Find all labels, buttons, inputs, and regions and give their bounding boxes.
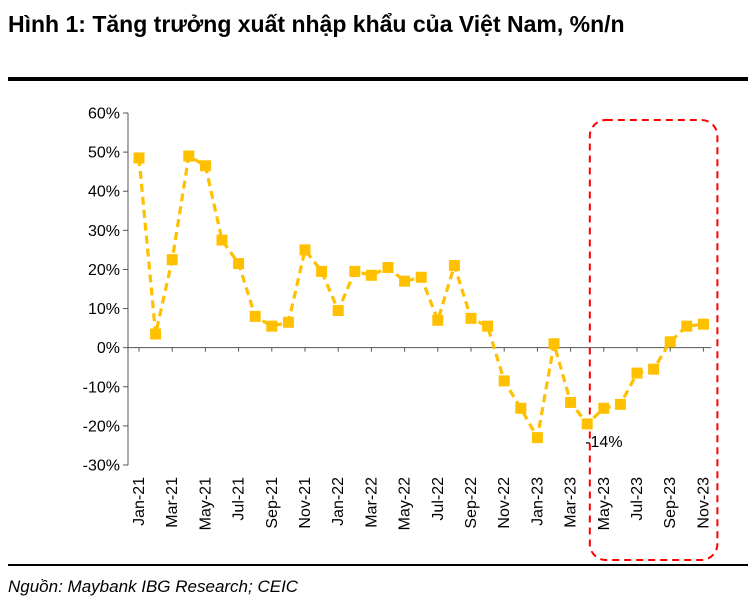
data-point: [365, 269, 377, 281]
x-tick-label: Sep-23: [662, 477, 679, 529]
x-tick-label: Jan-21: [131, 477, 148, 526]
data-point: [282, 316, 294, 328]
x-tick-label: Jan-23: [529, 477, 546, 526]
data-point: [199, 160, 211, 172]
annotation-label: -14%: [585, 434, 622, 451]
highlight-box: [588, 119, 719, 561]
data-point: [681, 320, 693, 332]
series-line: [137, 154, 704, 440]
x-tick-label: Sep-21: [264, 477, 281, 529]
y-tick-label: -30%: [83, 458, 120, 475]
x-tick-label: Nov-22: [496, 477, 513, 529]
chart-title: Hình 1: Tăng trưởng xuất nhập khẩu của V…: [8, 11, 625, 37]
data-point: [515, 402, 527, 414]
data-point: [614, 398, 626, 410]
x-tick-label: May-23: [596, 477, 613, 530]
x-tick-label: Jul-23: [629, 477, 646, 521]
data-point: [565, 396, 577, 408]
data-point: [465, 312, 477, 324]
y-tick-label: -20%: [83, 418, 120, 435]
data-point: [664, 336, 676, 348]
data-point: [166, 254, 178, 266]
data-point: [482, 320, 494, 332]
y-tick-label: 10%: [88, 301, 120, 318]
y-tick-label: 50%: [88, 145, 120, 162]
data-point: [531, 432, 543, 444]
data-point: [448, 260, 460, 272]
data-point: [133, 152, 145, 164]
data-point: [432, 314, 444, 326]
data-point: [598, 402, 610, 414]
data-point: [498, 375, 510, 387]
x-tick-label: Mar-22: [363, 477, 380, 528]
data-point: [415, 271, 427, 283]
data-point: [697, 318, 709, 330]
data-point: [349, 265, 361, 277]
x-tick-label: May-22: [397, 477, 414, 530]
line-chart: -30% -20% -10% 0% 10% 20% 30% 40% 50% 60% Jan-21 Ma…: [83, 106, 719, 561]
title-rule: [8, 77, 748, 81]
x-tick-label: Nov-21: [297, 477, 314, 529]
data-point: [631, 367, 643, 379]
x-tick-label: Jan-22: [330, 477, 347, 526]
x-tick-label: May-21: [197, 477, 214, 530]
data-point: [332, 305, 344, 317]
y-tick-label: 60%: [88, 106, 120, 123]
data-point: [316, 265, 328, 277]
y-tick-label: 40%: [88, 184, 120, 201]
x-tick-label: Mar-21: [164, 477, 181, 528]
data-point: [183, 150, 195, 162]
y-tick-label: -10%: [83, 379, 120, 396]
data-point: [249, 310, 261, 322]
x-tick-label: Nov-23: [695, 477, 712, 529]
x-tick-label: Sep-22: [463, 477, 480, 529]
data-point: [216, 234, 228, 246]
data-point: [548, 338, 560, 350]
data-point: [648, 363, 660, 375]
data-point: [382, 261, 394, 273]
source-note: Nguồn: Maybank IBG Research; CEIC: [8, 577, 299, 596]
data-point: [581, 418, 593, 430]
footer-rule: [8, 564, 748, 566]
x-tick-label: Mar-23: [563, 477, 580, 528]
x-tick-label: Jul-21: [231, 477, 248, 521]
data-point: [266, 320, 278, 332]
y-tick-label: 0%: [97, 340, 120, 357]
y-tick-label: 30%: [88, 223, 120, 240]
x-tick-label: Jul-22: [430, 477, 447, 521]
data-point: [399, 275, 411, 287]
data-point: [233, 258, 245, 270]
data-point: [150, 328, 162, 340]
data-point: [299, 244, 311, 256]
y-tick-label: 20%: [88, 262, 120, 279]
